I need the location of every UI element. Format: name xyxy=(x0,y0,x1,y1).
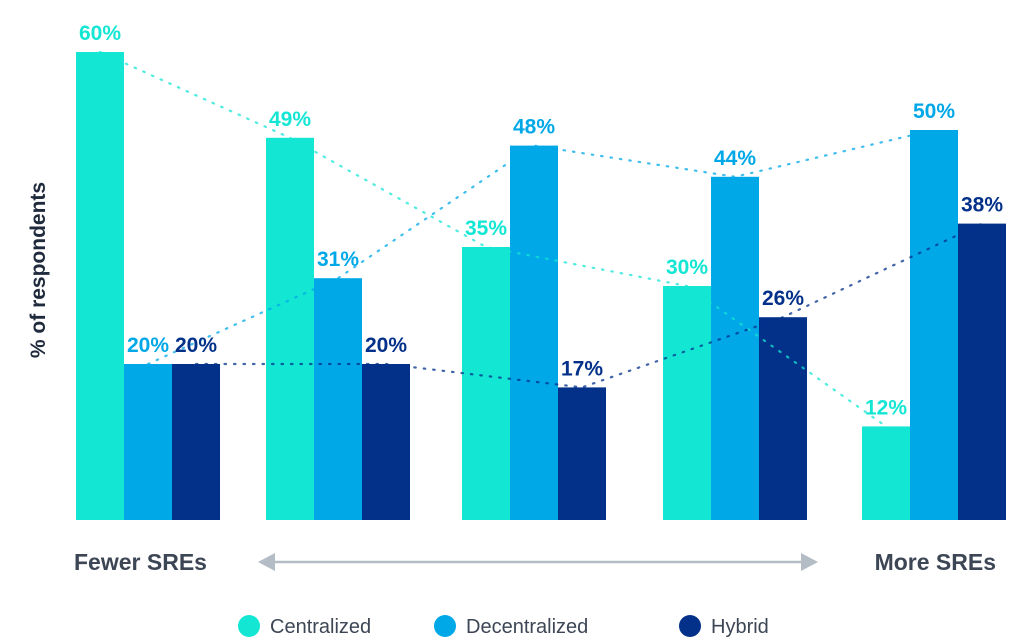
bar-centralized-1 xyxy=(76,52,124,520)
bar-centralized-3 xyxy=(462,247,510,520)
bar-hybrid-1 xyxy=(172,364,220,520)
bar-hybrid-5 xyxy=(958,223,1006,520)
bar-centralized-5 xyxy=(862,426,910,520)
data-label-hybrid-4: 26% xyxy=(762,287,804,310)
bar-decentralized-2 xyxy=(314,278,362,520)
legend: Centralized Decentralized Hybrid xyxy=(238,615,769,638)
legend-item-centralized: Centralized xyxy=(238,615,371,638)
data-label-centralized-1: 60% xyxy=(79,22,121,45)
data-label-decentralized-4: 44% xyxy=(714,147,756,170)
data-label-hybrid-2: 20% xyxy=(365,334,407,357)
bar-hybrid-2 xyxy=(362,364,410,520)
legend-item-hybrid: Hybrid xyxy=(679,615,769,638)
legend-label-hybrid: Hybrid xyxy=(711,616,769,638)
legend-swatch-centralized xyxy=(238,615,260,637)
data-label-centralized-5: 12% xyxy=(865,396,907,419)
data-labels-group: 60% 49% 35% 30% 12% 20% 31% 48% 44% 50% 20% 20% 17% 2… xyxy=(79,22,1003,419)
x-axis-arrow-left-head xyxy=(258,553,275,571)
x-axis: Fewer SREs More SREs xyxy=(74,549,996,575)
legend-swatch-hybrid xyxy=(679,615,701,637)
trend-lines-group xyxy=(98,50,984,428)
data-label-centralized-2: 49% xyxy=(269,108,311,131)
x-axis-right-label: More SREs xyxy=(875,549,996,575)
trend-line-hybrid xyxy=(194,222,984,389)
bar-decentralized-3 xyxy=(510,145,558,520)
data-label-decentralized-3: 48% xyxy=(513,116,555,139)
bar-hybrid-4 xyxy=(759,317,807,520)
data-label-hybrid-5: 38% xyxy=(961,194,1003,217)
data-label-centralized-3: 35% xyxy=(465,217,507,240)
x-axis-left-label: Fewer SREs xyxy=(74,549,207,575)
data-label-hybrid-3: 17% xyxy=(561,357,603,380)
legend-item-decentralized: Decentralized xyxy=(434,615,588,638)
x-axis-arrow-right-head xyxy=(801,553,818,571)
data-label-decentralized-2: 31% xyxy=(317,248,359,271)
y-axis-label: % of respondents xyxy=(27,182,50,358)
bar-decentralized-1 xyxy=(124,364,172,520)
bar-decentralized-5 xyxy=(910,130,958,520)
bar-hybrid-3 xyxy=(558,387,606,520)
bar-centralized-4 xyxy=(663,286,711,520)
data-label-centralized-4: 30% xyxy=(666,256,708,279)
bar-decentralized-4 xyxy=(711,176,759,521)
data-label-decentralized-1: 20% xyxy=(127,334,169,357)
legend-label-decentralized: Decentralized xyxy=(466,616,588,638)
bar-centralized-2 xyxy=(266,137,314,521)
bars-group xyxy=(76,52,1006,521)
data-label-hybrid-1: 20% xyxy=(175,334,217,357)
legend-label-centralized: Centralized xyxy=(270,616,371,638)
data-label-decentralized-5: 50% xyxy=(913,100,955,123)
legend-swatch-decentralized xyxy=(434,615,456,637)
